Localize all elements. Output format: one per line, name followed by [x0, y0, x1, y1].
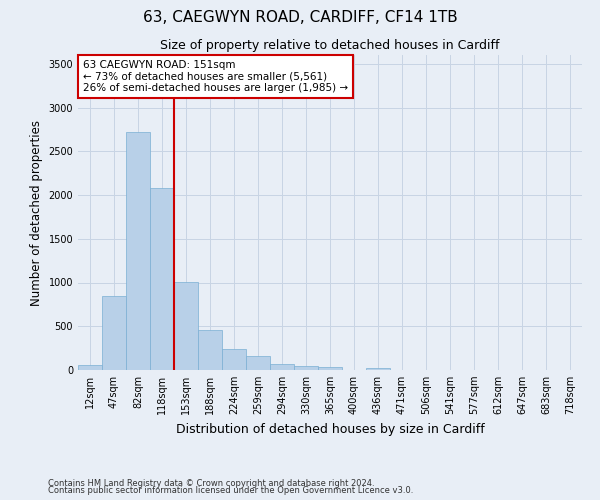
Y-axis label: Number of detached properties: Number of detached properties: [30, 120, 43, 306]
Bar: [222, 348, 246, 370]
Bar: [150, 188, 174, 370]
Title: Size of property relative to detached houses in Cardiff: Size of property relative to detached ho…: [160, 40, 500, 52]
Text: 63 CAEGWYN ROAD: 151sqm
← 73% of detached houses are smaller (5,561)
26% of semi: 63 CAEGWYN ROAD: 151sqm ← 73% of detache…: [83, 60, 348, 93]
Bar: [78, 365, 102, 370]
Bar: [102, 296, 126, 370]
Bar: [174, 282, 198, 370]
X-axis label: Distribution of detached houses by size in Cardiff: Distribution of detached houses by size …: [176, 422, 484, 436]
Bar: [366, 368, 390, 370]
Text: 63, CAEGWYN ROAD, CARDIFF, CF14 1TB: 63, CAEGWYN ROAD, CARDIFF, CF14 1TB: [143, 10, 457, 25]
Bar: [318, 368, 342, 370]
Bar: [294, 366, 318, 370]
Bar: [270, 364, 294, 370]
Bar: [126, 132, 150, 370]
Bar: [198, 330, 222, 370]
Bar: [246, 356, 270, 370]
Text: Contains public sector information licensed under the Open Government Licence v3: Contains public sector information licen…: [48, 486, 413, 495]
Text: Contains HM Land Registry data © Crown copyright and database right 2024.: Contains HM Land Registry data © Crown c…: [48, 478, 374, 488]
